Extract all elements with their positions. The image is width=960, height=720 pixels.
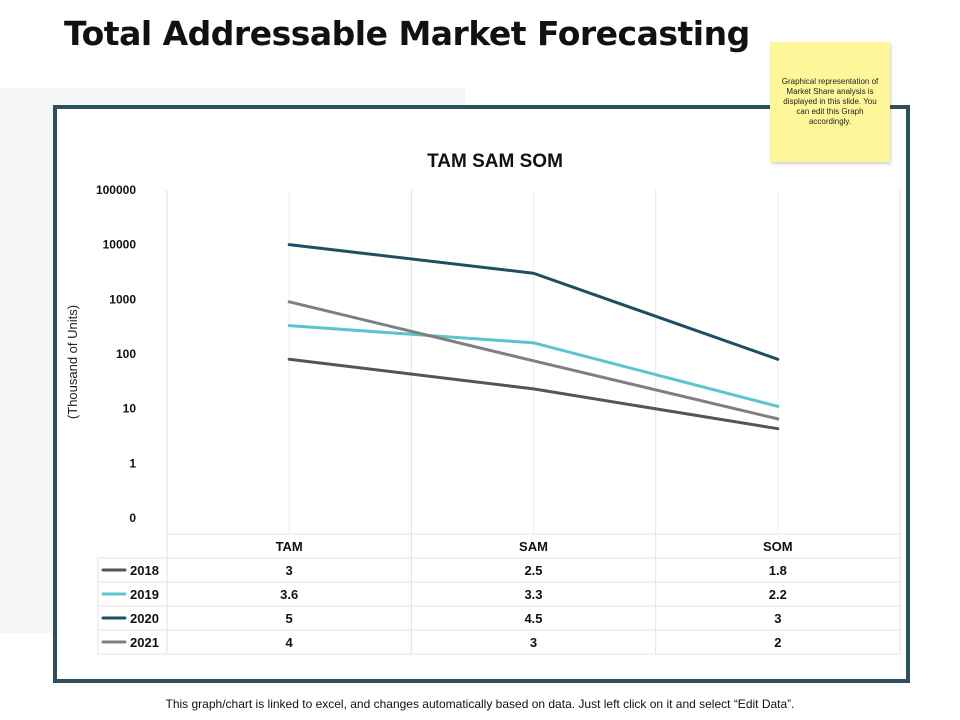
category-label: SAM (519, 539, 548, 554)
legend-label: 2020 (130, 611, 159, 626)
chart-frame (53, 105, 910, 683)
series-line-2020 (287, 243, 780, 361)
legend-label: 2021 (130, 635, 159, 650)
y-tick-label: 10000 (103, 238, 137, 252)
y-tick-label: 1000 (109, 292, 136, 306)
data-label: 3 (774, 611, 781, 626)
series-line-2021 (287, 300, 780, 421)
data-label: 3 (530, 635, 537, 650)
data-label: 5 (286, 611, 293, 626)
y-tick-label: 10 (123, 402, 137, 416)
data-label: 2 (774, 635, 781, 650)
y-tick-label: 100000 (96, 183, 136, 197)
y-tick-label: 100 (116, 347, 136, 361)
series-line-2019 (287, 324, 780, 408)
sticky-note: Graphical representation of Market Share… (770, 42, 890, 162)
page-title: Total Addressable Market Forecasting (64, 14, 750, 53)
sticky-note-text: Graphical representation of Market Share… (781, 77, 879, 126)
data-label: 3 (286, 563, 293, 578)
y-tick-label: 0 (129, 511, 136, 525)
data-label: 3.3 (524, 587, 542, 602)
legend-label: 2019 (130, 587, 159, 602)
data-label: 4 (286, 635, 294, 650)
y-tick-label: 1 (129, 456, 136, 470)
legend-label: 2018 (130, 563, 159, 578)
footer-note: This graph/chart is linked to excel, and… (165, 697, 795, 711)
y-axis-label: (Thousand of Units) (65, 305, 80, 419)
data-label: 2.2 (769, 587, 787, 602)
data-label: 1.8 (769, 563, 787, 578)
category-label: SOM (763, 539, 793, 554)
data-label: 4.5 (524, 611, 542, 626)
category-label: TAM (276, 539, 303, 554)
data-label: 2.5 (524, 563, 542, 578)
data-label: 3.6 (280, 587, 298, 602)
chart-title: TAM SAM SOM (427, 151, 563, 172)
series-line-2018 (287, 357, 780, 431)
